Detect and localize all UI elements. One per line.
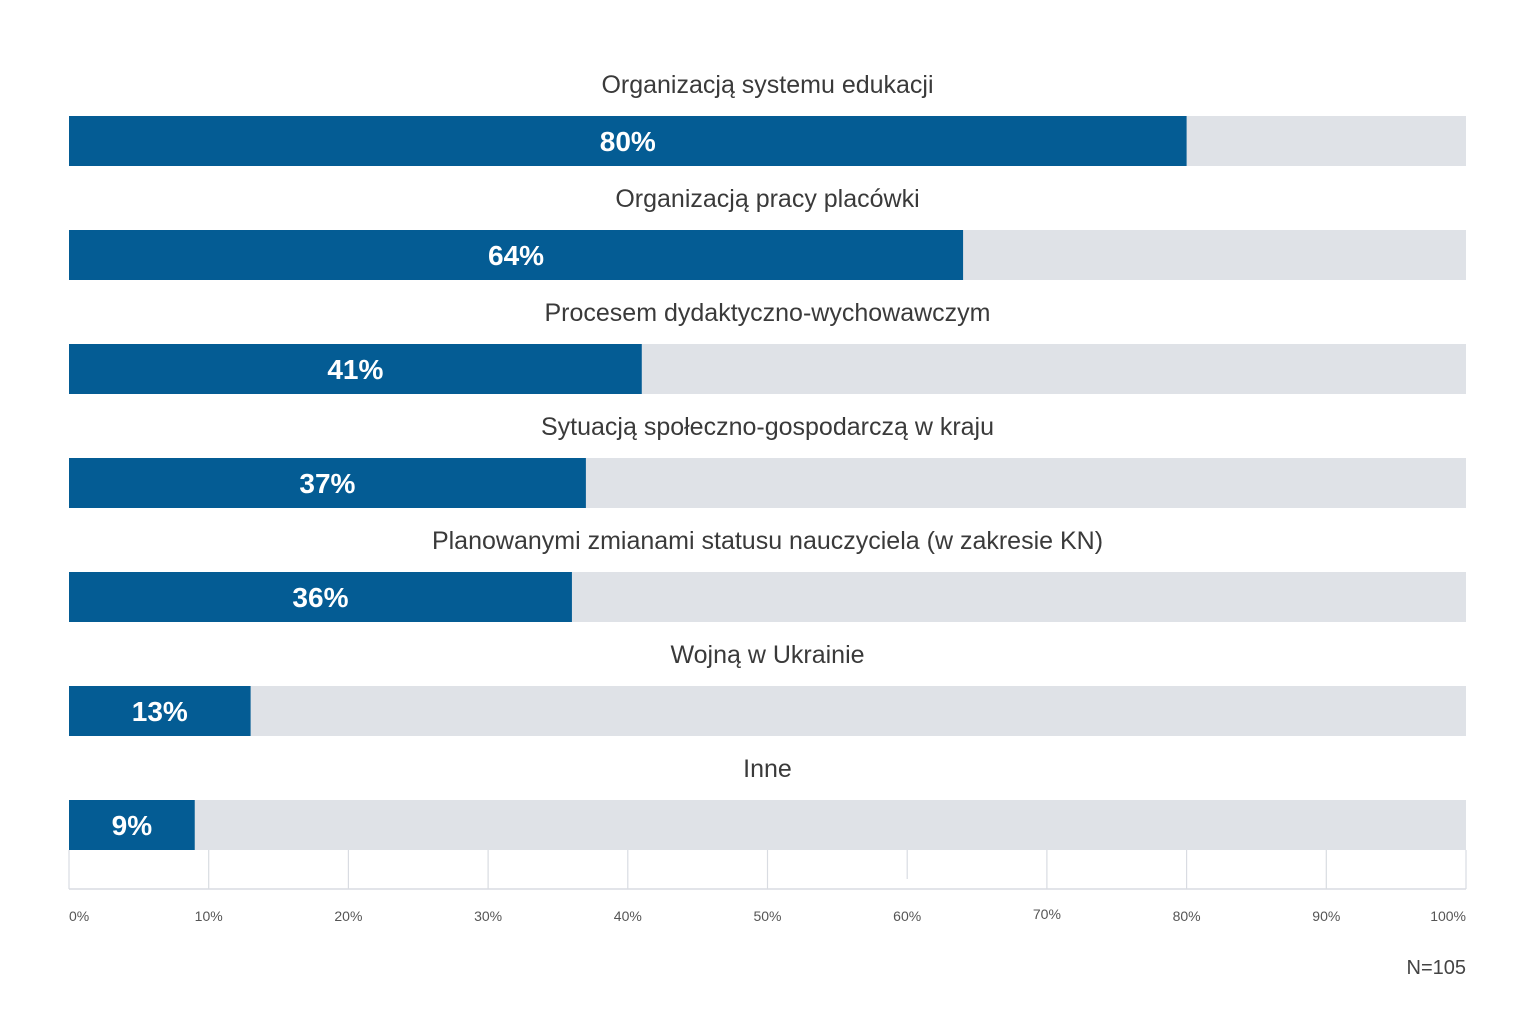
bar <box>69 800 195 850</box>
bar <box>69 686 251 736</box>
x-tick-label: 50% <box>753 908 781 924</box>
sample-size-note: N=105 <box>1407 957 1467 979</box>
bar-group: Wojną w Ukrainie 13% <box>69 641 1466 736</box>
x-tick-label: 30% <box>474 908 502 924</box>
x-tick-label: 0% <box>69 908 89 924</box>
category-label: Organizacją systemu edukacji <box>601 71 933 99</box>
data-label: 13% <box>132 696 188 727</box>
x-tick-label: 100% <box>1430 908 1466 924</box>
x-tick-label: 10% <box>195 908 223 924</box>
data-label: 80% <box>600 126 656 157</box>
data-label: 37% <box>299 468 355 499</box>
bar <box>69 572 572 622</box>
x-tick-label: 40% <box>614 908 642 924</box>
category-label: Sytuacją społeczno-gospodarczą w kraju <box>541 413 994 441</box>
data-label: 36% <box>292 582 348 613</box>
bar-track <box>69 686 1466 736</box>
category-label: Organizacją pracy placówki <box>615 185 919 213</box>
data-label: 64% <box>488 240 544 271</box>
category-label: Planowanymi zmianami statusu nauczyciela… <box>432 527 1103 555</box>
bar <box>69 230 964 280</box>
bar <box>69 458 586 508</box>
grid-layer <box>68 850 1467 890</box>
bar-track <box>69 800 1466 850</box>
x-tick-label: 90% <box>1312 908 1340 924</box>
x-axis-ticks: 0% 10% 20% 30% 40% 50% 60% 70% 80% 90% 100% <box>69 906 1466 924</box>
bar-group: Organizacją pracy placówki 64% <box>69 185 1466 280</box>
bar-group: Planowanymi zmianami statusu nauczyciela… <box>69 527 1466 622</box>
bar-group: Inne 9% <box>69 755 1466 850</box>
bars-layer: Organizacją systemu edukacji80%Organizac… <box>69 71 1466 850</box>
category-label: Wojną w Ukrainie <box>670 641 864 669</box>
x-tick-label: 80% <box>1173 908 1201 924</box>
x-tick-label: 20% <box>334 908 362 924</box>
bar-group: Procesem dydaktyczno-wychowawczym 41% <box>69 299 1466 394</box>
data-label: 9% <box>112 810 153 841</box>
category-label: Procesem dydaktyczno-wychowawczym <box>545 299 991 327</box>
bar <box>69 344 642 394</box>
data-label: 41% <box>327 354 383 385</box>
x-tick-label: 60% <box>893 908 921 924</box>
bar-group: Sytuacją społeczno-gospodarczą w kraju 37… <box>69 413 1466 508</box>
bar-group: Organizacją systemu edukacji 80% <box>69 71 1466 166</box>
category-label: Inne <box>743 755 792 783</box>
bar <box>69 116 1187 166</box>
x-tick-label: 70% <box>1033 906 1061 922</box>
